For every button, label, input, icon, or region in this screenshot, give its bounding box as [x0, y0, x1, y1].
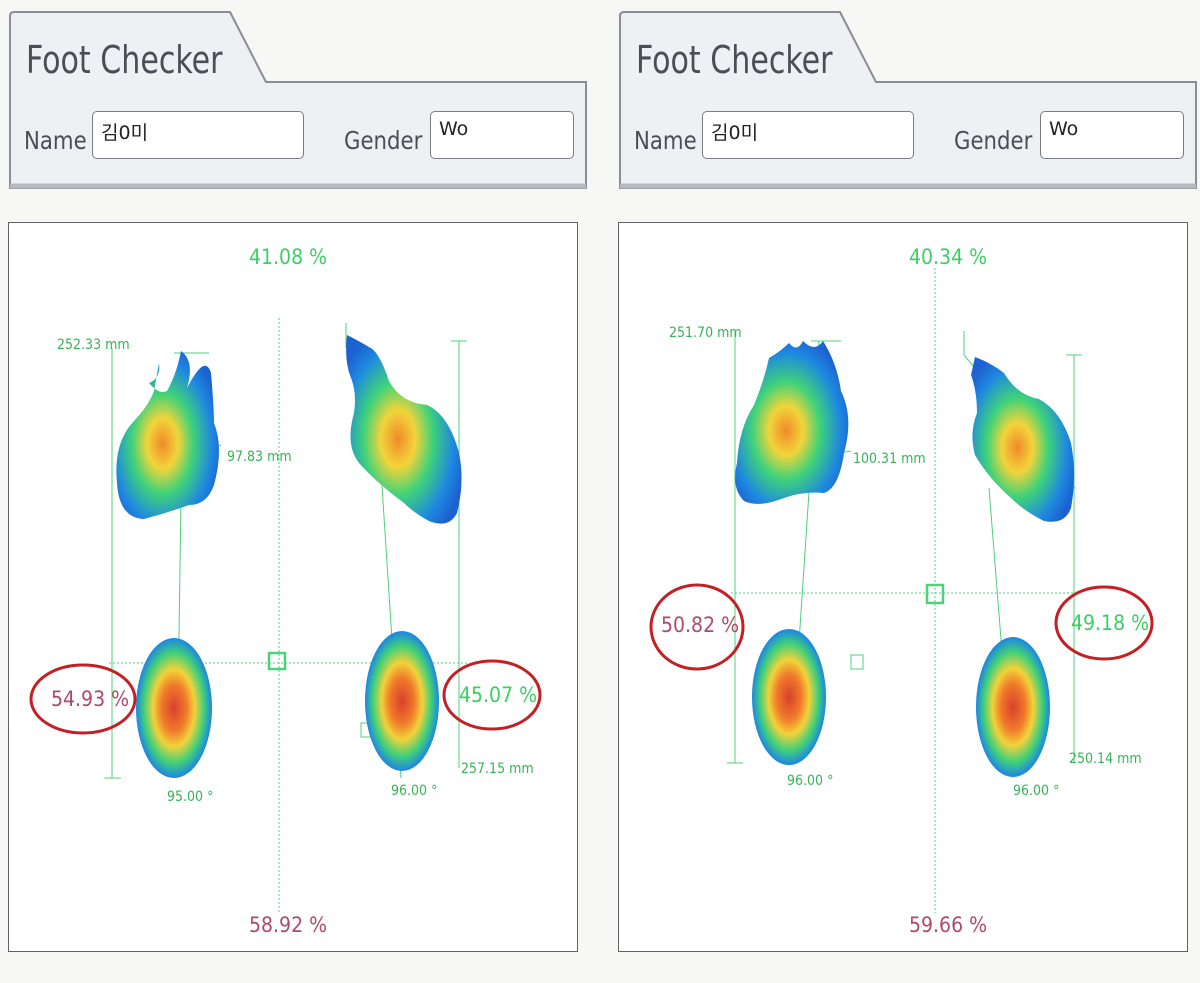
right-foot-percentage: 45.07 %: [459, 683, 538, 707]
foot-pressure-plot: 41.08 % 58.92 % 54.93 % 45.07 % 252.33 m…: [8, 222, 578, 952]
right-foot-percentage: 49.18 %: [1071, 611, 1150, 635]
right-forefoot-pressure: [971, 357, 1074, 522]
right-pct-highlight: [1054, 585, 1154, 661]
right-foot-angle: 96.00 °: [391, 783, 438, 799]
rearfoot-percentage: 58.92 %: [249, 913, 328, 937]
app-title: Foot Checker: [26, 38, 223, 82]
header-tab-shape: [9, 11, 587, 189]
right-forefoot-pressure: [346, 335, 462, 524]
app-header: Foot Checker Name 김0미 Gender Wo: [8, 0, 588, 190]
left-foot-angle: 96.00 °: [787, 773, 834, 789]
foot-checker-panel-left: Foot Checker Name 김0미 Gender Wo: [8, 0, 588, 983]
foot-pressure-plot: 40.34 % 59.66 % 50.82 % 49.18 % 251.70 m…: [618, 222, 1188, 952]
rearfoot-percentage: 59.66 %: [909, 913, 988, 937]
left-forefoot-pressure: [735, 341, 849, 504]
right-pct-highlight: [442, 659, 542, 731]
forefoot-width: 100.31 mm: [853, 451, 926, 467]
forefoot-percentage: 41.08 %: [249, 245, 328, 269]
right-foot-length: 257.15 mm: [461, 761, 534, 777]
left-foot-length: 252.33 mm: [57, 337, 130, 353]
name-label: Name: [634, 126, 697, 155]
forefoot-width: 97.83 mm: [227, 449, 292, 465]
left-forefoot-pressure: [116, 351, 219, 519]
gender-label: Gender: [954, 126, 1033, 155]
left-foot-percentage: 50.82 %: [661, 613, 740, 637]
name-field[interactable]: 김0미: [92, 111, 304, 159]
left-pct-highlight: [29, 663, 137, 735]
left-foot-angle: 95.00 °: [167, 789, 214, 805]
left-pct-highlight: [649, 583, 745, 671]
right-foot-length: 250.14 mm: [1069, 751, 1142, 767]
forefoot-percentage: 40.34 %: [909, 245, 988, 269]
right-foot-angle: 96.00 °: [1013, 783, 1060, 799]
foot-checker-panel-right: Foot Checker Name 김0미 Gender Wo: [618, 0, 1198, 983]
gender-label: Gender: [344, 126, 423, 155]
app-header: Foot Checker Name 김0미 Gender Wo: [618, 0, 1198, 190]
left-heel-pressure: [136, 638, 212, 778]
right-heel-pressure: [976, 637, 1050, 777]
pressure-map-graphic: [649, 268, 1154, 913]
left-foot-length: 251.70 mm: [669, 325, 742, 341]
app-title: Foot Checker: [636, 38, 833, 82]
name-label: Name: [24, 126, 87, 155]
gender-field[interactable]: Wo: [430, 111, 574, 159]
gender-field[interactable]: Wo: [1040, 111, 1184, 159]
header-tab-shape: [619, 11, 1197, 189]
left-foot-percentage: 54.93 %: [51, 687, 130, 711]
name-field[interactable]: 김0미: [702, 111, 914, 159]
pressure-map-graphic: [29, 318, 542, 913]
right-heel-pressure: [365, 631, 439, 771]
left-heel-pressure: [752, 629, 826, 765]
